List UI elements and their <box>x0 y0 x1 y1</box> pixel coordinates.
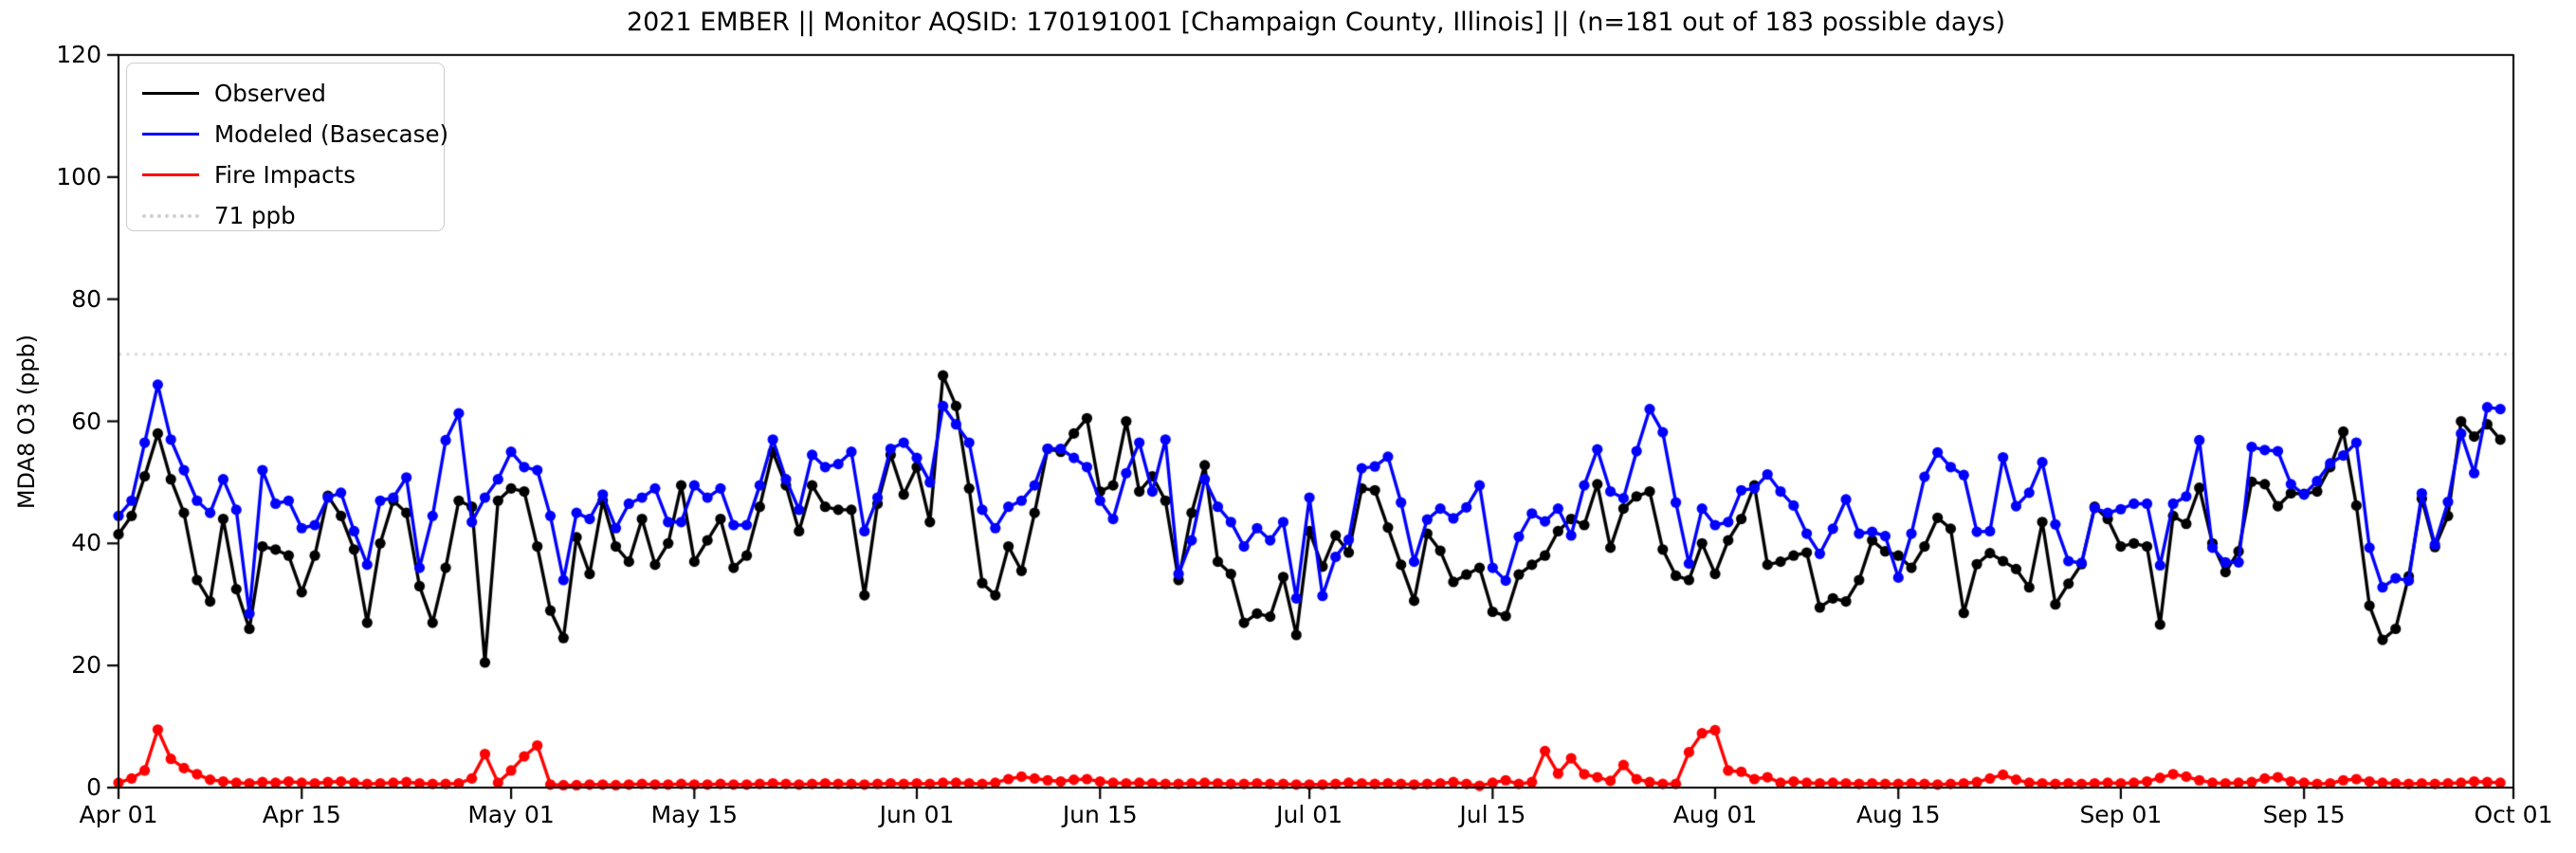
x-tick-label: Aug 15 <box>1855 801 1941 828</box>
fire-line-sample <box>142 173 199 176</box>
x-tick-label: Jul 15 <box>1459 801 1526 828</box>
legend-label: 71 ppb <box>214 202 296 229</box>
x-tick-label: Sep 15 <box>2262 801 2346 828</box>
x-tick-label: May 15 <box>650 801 739 828</box>
x-tick-label: Jul 01 <box>1276 801 1343 828</box>
x-tick-label: Oct 01 <box>2474 801 2553 828</box>
x-tick-label: Jun 01 <box>879 801 955 828</box>
y-tick-label: 40 <box>71 529 101 557</box>
legend-label: Modeled (Basecase) <box>214 120 449 148</box>
x-tick-label: Jun 15 <box>1062 801 1138 828</box>
modeled-line-sample <box>142 133 199 136</box>
legend-item-threshold: 71 ppb <box>142 195 444 236</box>
legend-item-modeled: Modeled (Basecase) <box>142 114 448 154</box>
legend-label: Fire Impacts <box>214 161 356 189</box>
legend: Observed Modeled (Basecase) Fire Impacts… <box>126 63 448 231</box>
threshold-line-sample <box>142 213 199 218</box>
x-tick-label: Apr 01 <box>79 801 158 828</box>
x-tick-label: Aug 01 <box>1672 801 1758 828</box>
x-tick-label: May 01 <box>467 801 555 828</box>
y-tick-label: 20 <box>71 651 101 680</box>
legend-item-fire: Fire Impacts <box>142 154 444 195</box>
observed-line-sample <box>142 92 199 95</box>
x-tick-label: Sep 01 <box>2079 801 2163 828</box>
y-tick-label: 0 <box>86 773 101 801</box>
y-tick-label: 80 <box>71 284 101 313</box>
y-tick-label: 100 <box>56 162 101 191</box>
y-tick-label: 60 <box>71 407 101 435</box>
chart-title: 2021 EMBER || Monitor AQSID: 170191001 [… <box>626 8 2006 37</box>
legend-label: Observed <box>214 80 326 107</box>
x-tick-label: Apr 15 <box>262 801 341 828</box>
legend-item-observed: Observed <box>142 73 444 114</box>
y-tick-label: 120 <box>56 41 101 68</box>
